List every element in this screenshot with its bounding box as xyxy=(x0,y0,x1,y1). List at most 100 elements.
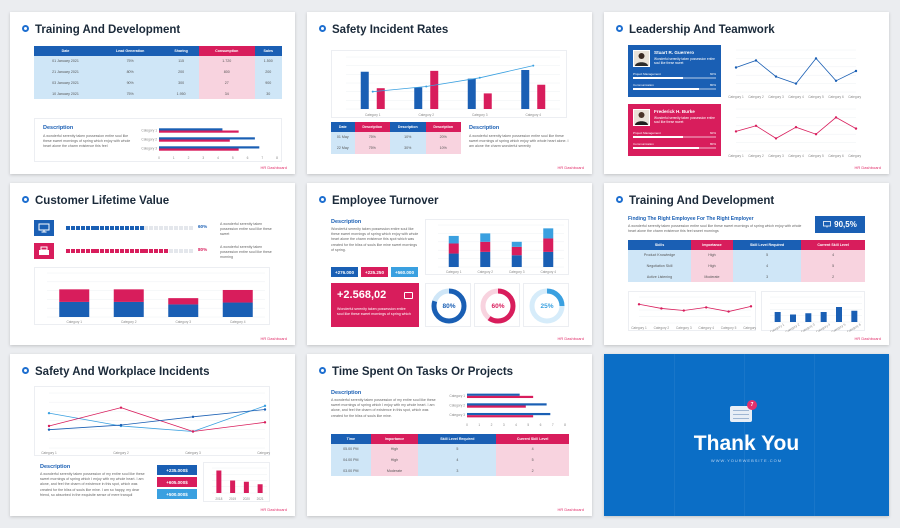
bar xyxy=(467,393,520,396)
bar xyxy=(230,480,236,493)
progress-segment xyxy=(154,249,159,253)
progress-segment xyxy=(164,226,168,230)
inbox-icon xyxy=(730,406,752,422)
progress-segment xyxy=(124,249,129,253)
slide-customer-lifetime-value[interactable]: Customer Lifetime Value 60% A wonderful … xyxy=(10,183,295,345)
bar-segment xyxy=(480,251,491,267)
bar xyxy=(159,139,230,142)
description-text: A wonderful serenity taken possession of… xyxy=(331,398,436,418)
progress-segment xyxy=(168,226,173,230)
bar-segment xyxy=(480,233,491,242)
category-label: Category 4 xyxy=(257,451,271,455)
line-point xyxy=(191,415,195,419)
progress-segment xyxy=(178,249,183,253)
slide-training-development-1[interactable]: Training And Development Date Lead Genera… xyxy=(10,12,295,174)
table-row: 05.00 PM High 5 4 xyxy=(331,444,569,455)
slide-title: Leadership And Teamwork xyxy=(616,24,775,36)
bar xyxy=(537,84,546,109)
skill-label: Communication xyxy=(633,142,654,146)
x-tick-label: 3 xyxy=(503,423,505,427)
line-point xyxy=(754,59,758,62)
bar-segment xyxy=(222,289,253,303)
series-line xyxy=(48,409,266,431)
bar-segment xyxy=(543,238,554,252)
person-card-2[interactable]: Frederick H. Burke Wonderful serenity ta… xyxy=(628,104,721,156)
category-label: Category 1 xyxy=(141,129,157,133)
category-label: Category 6 xyxy=(743,326,757,330)
category-label: Category 1 xyxy=(631,326,647,330)
line-point xyxy=(727,310,730,313)
category-label: Category 4 xyxy=(540,270,556,274)
line-point xyxy=(754,124,758,127)
progress-segment xyxy=(75,226,80,230)
stat-value: +2.568,02 xyxy=(337,289,387,301)
table-cell: 80% xyxy=(97,66,164,78)
x-tick-label: 5 xyxy=(527,423,529,427)
category-label: Category 3 xyxy=(509,270,525,274)
slide-title-text: Training And Development xyxy=(35,24,181,36)
ring-card: 25% xyxy=(523,283,569,327)
ring-card: 60% xyxy=(474,283,520,327)
bar xyxy=(376,88,385,109)
bar xyxy=(851,310,858,322)
ring-label: 60% xyxy=(491,302,505,310)
series-line xyxy=(735,57,857,85)
slide-thank-you[interactable]: 7 Thank You WWW.YOURWEBSITE.COM xyxy=(604,354,889,516)
category-label: Category 2 xyxy=(449,404,465,408)
progress-segment xyxy=(134,226,139,230)
progress-segment xyxy=(183,226,188,230)
progress-segment xyxy=(95,226,100,230)
person-card-1[interactable]: Stuart R. Guerrero Wonderful serenity ta… xyxy=(628,45,721,97)
stacked-bar-chart: Category 1 Category 2 Category 3 Category 4 xyxy=(438,224,564,274)
website-text: WWW.YOURWEBSITE.COM xyxy=(710,458,783,463)
bar-segment xyxy=(113,289,144,302)
line-point xyxy=(749,305,753,308)
table-header: Lead Generation xyxy=(97,46,164,56)
progress-segment xyxy=(164,249,168,253)
progress-segment xyxy=(85,249,90,253)
progress-segment xyxy=(149,226,154,230)
slide-training-development-2[interactable]: Training And Development Finding The Rig… xyxy=(604,183,889,345)
line-point xyxy=(263,408,267,411)
monitor-icon xyxy=(823,221,832,228)
table-header: Current Skill Level xyxy=(801,240,865,250)
ring-fill xyxy=(480,288,516,324)
slide-time-spent-tasks[interactable]: Time Spent On Tasks Or Projects Descript… xyxy=(307,354,592,516)
bar-segment xyxy=(511,241,522,247)
line-point xyxy=(47,424,51,428)
table-header: Sharing xyxy=(163,46,199,56)
time-table: Time Importance Skill Level Required Curren… xyxy=(331,434,569,477)
progress-bar-2 xyxy=(66,249,194,253)
slide-title-text: Customer Lifetime Value xyxy=(35,195,170,207)
table-row: Product Knowledge High 5 4 xyxy=(628,250,865,261)
stat-pill: +500.000$ xyxy=(157,489,197,499)
table-cell: 1.950 xyxy=(163,88,199,100)
skill-bar xyxy=(633,136,716,138)
slide-employee-turnover[interactable]: Employee Turnover Description Wonderful … xyxy=(307,183,592,345)
progress-segment xyxy=(139,226,144,230)
bar xyxy=(257,484,263,493)
bar xyxy=(820,312,827,322)
line-point xyxy=(532,64,535,67)
skill-bar xyxy=(633,77,716,79)
category-label: Category 7 xyxy=(848,95,862,99)
table-cell: Negotiation Skill xyxy=(628,260,692,272)
ring-label: 25% xyxy=(540,302,554,310)
slide-safety-workplace-incidents[interactable]: Safety And Workplace Incidents Category … xyxy=(10,354,295,516)
slide-title-text: Employee Turnover xyxy=(332,195,439,207)
slide-title: Safety And Workplace Incidents xyxy=(22,366,209,378)
ring-card: 80% xyxy=(425,283,471,327)
slide-title-text: Safety Incident Rates xyxy=(332,24,449,36)
bar xyxy=(467,395,534,399)
line-point xyxy=(371,90,374,93)
line-point xyxy=(774,137,778,140)
line-point xyxy=(794,126,798,129)
table-cell: 75% xyxy=(97,88,164,100)
slide-safety-incident-rates[interactable]: Safety Incident Rates Category 1 Category… xyxy=(307,12,592,174)
slide-leadership-teamwork[interactable]: Leadership And Teamwork Stuart R. Guerre… xyxy=(604,12,889,174)
table-header: Date xyxy=(331,122,355,132)
category-label: Category 2 xyxy=(418,113,434,117)
line-point xyxy=(734,130,738,133)
x-tick-label: 8 xyxy=(276,156,278,160)
table-row: Active Listening Moderate 3 2 xyxy=(628,271,865,283)
